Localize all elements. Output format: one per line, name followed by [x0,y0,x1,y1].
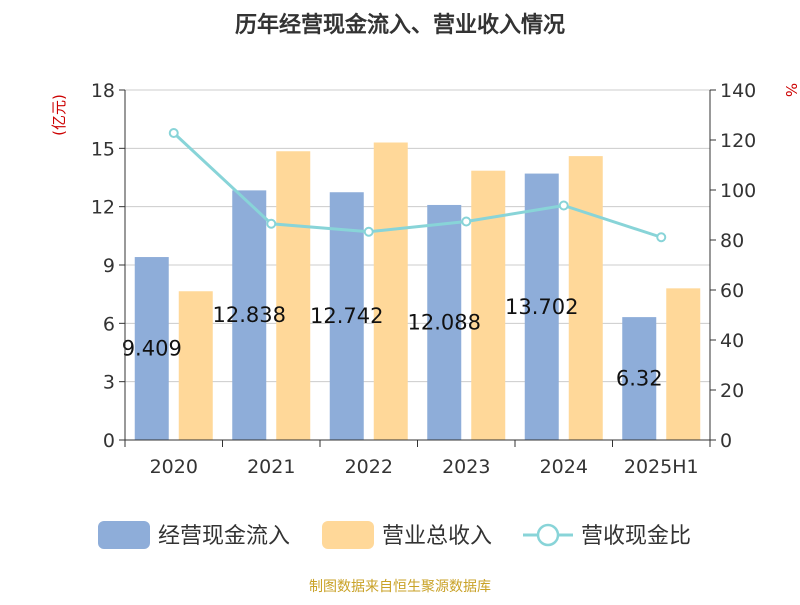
legend: 经营现金流入 营业总收入 营收现金比 [98,521,691,549]
left-tick-label: 6 [103,313,115,335]
legend-label: 经营现金流入 [158,524,290,549]
x-tick-label: 2022 [345,456,393,478]
x-tick-label: 2023 [442,456,490,478]
ratio-point [266,218,277,229]
source-note: 制图数据来自恒生聚源数据库 [309,579,491,595]
right-tick-label: 60 [720,280,744,302]
ratio-line [168,128,667,243]
bar-revenue [373,142,408,440]
right-tick-label: 40 [720,330,744,352]
left-tick-label: 15 [91,138,115,160]
bar-cash-inflow [524,173,559,441]
ratio-point [461,216,472,227]
bar-cash-inflow [134,257,169,440]
bar-revenue [471,170,506,440]
left-tick-label: 12 [91,197,115,219]
left-tick-label: 0 [103,430,115,452]
bar-revenue [276,151,311,440]
right-tick-label: 80 [720,230,744,252]
grid-lines [125,89,710,383]
left-tick-label: 9 [103,255,115,277]
chart-title: 历年经营现金流入、营业收入情况 [235,12,565,38]
ratio-line-path [172,131,662,239]
bar-cash-inflow [427,204,462,440]
right-tick-label: 120 [720,130,756,152]
right-tick-label: 0 [720,430,732,452]
x-tick-label: 2020 [150,456,198,478]
right-tick-label: 20 [720,380,744,402]
data-label: 12.088 [408,310,481,334]
x-tick-label: 2025H1 [624,456,699,478]
x-tick-label: 2024 [540,456,588,478]
legend-swatch [322,521,374,549]
data-label: 6.32 [616,367,663,391]
ratio-point [363,226,374,237]
axes: 0 3 6 9 12 15 18 0 20 40 60 80 100 120 140 2020 2021 2022… [91,80,756,478]
bar-cash-inflow [329,192,364,440]
ratio-point [168,128,179,138]
data-label: 9.409 [122,337,182,361]
right-tick-label: 140 [720,80,756,102]
left-axis-unit: (亿元) [50,94,68,136]
ratio-point [558,200,569,211]
legend-swatch [98,521,150,549]
bar-cash-inflow [232,190,267,440]
bar-revenue [568,156,603,440]
ratio-point [656,232,667,243]
x-tick-label: 2021 [247,456,295,478]
left-tick-label: 18 [91,80,115,102]
data-label: 12.838 [213,303,286,327]
data-label: 13.702 [505,295,578,319]
legend-label: 营收现金比 [581,524,691,549]
bar-revenue [666,288,701,440]
bars [134,142,701,441]
right-axis-unit: % [782,83,800,97]
bar-cash-inflow [622,317,657,440]
bar-revenue [178,291,213,440]
left-tick-label: 3 [103,372,115,394]
legend-label: 营业总收入 [382,524,492,549]
right-tick-label: 100 [720,180,756,202]
legend-marker [536,523,560,547]
data-labels: 9.409 12.838 12.742 12.088 13.702 6.32 [122,295,663,391]
data-label: 12.742 [310,304,383,328]
